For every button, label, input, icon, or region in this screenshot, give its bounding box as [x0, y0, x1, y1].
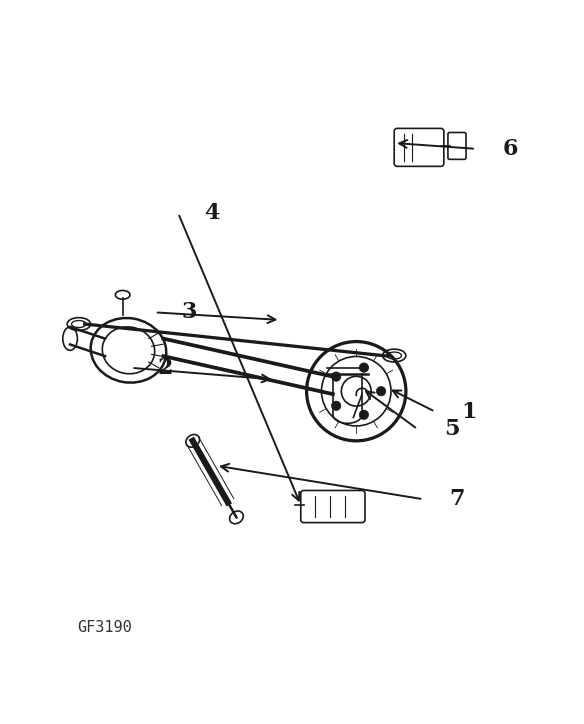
Text: 2: 2: [158, 357, 173, 379]
Circle shape: [359, 410, 369, 419]
Text: 6: 6: [502, 138, 518, 160]
Text: 7: 7: [450, 488, 465, 510]
Circle shape: [376, 387, 385, 396]
Text: 5: 5: [444, 418, 460, 440]
Circle shape: [332, 372, 341, 382]
Circle shape: [359, 363, 369, 372]
Text: 3: 3: [181, 301, 196, 324]
Text: 4: 4: [204, 202, 220, 224]
Text: GF3190: GF3190: [78, 620, 133, 635]
Text: 1: 1: [461, 400, 477, 423]
Circle shape: [332, 401, 341, 411]
